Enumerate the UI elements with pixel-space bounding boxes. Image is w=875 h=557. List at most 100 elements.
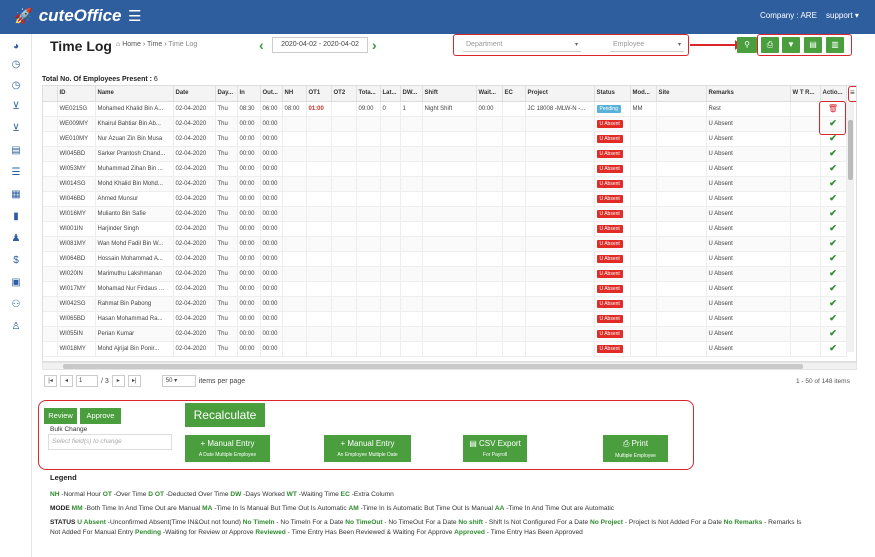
export-excel-button[interactable]: ▤ [804,37,822,53]
table-row[interactable]: WI017MY Mohamad Nur Firdaus ... 02-04-2020… [43,281,847,297]
search-button[interactable]: ⚲ [737,37,757,53]
column-header[interactable]: ID [57,86,96,102]
table-row[interactable]: WI053MY Muhammad Zihan Bin ... 02-04-2020 T… [43,161,847,177]
list-icon[interactable]: ☰ [11,167,21,178]
column-header[interactable]: Shift [422,86,477,102]
brand-logo[interactable]: 🚀 cuteOffice [14,6,122,26]
check-icon[interactable]: ✔ [829,118,837,128]
table-row[interactable]: WI014SG Mohd Khalid Bin Mohd... 02-04-2020… [43,176,847,192]
horizontal-scroll-thumb[interactable] [63,364,803,369]
horizontal-scrollbar[interactable] [42,362,857,370]
vertical-scroll-thumb[interactable] [848,120,853,180]
approve-button[interactable]: Approve [80,408,121,424]
breadcrumb-section[interactable]: Time [146,41,163,48]
page-size-select[interactable]: 50 ▾ [161,375,196,387]
table-row[interactable]: WE010MY Nur Azuan Zin Bin Musa 02-04-2020 T… [43,131,847,147]
column-header[interactable]: Out... [260,86,283,102]
date-prev-icon[interactable]: ‹ [259,37,264,53]
department-select[interactable]: Department ▾ [463,38,581,52]
column-header[interactable]: In [237,86,261,102]
calendar-icon[interactable]: ▣ [11,277,21,288]
manual-entry-date-button[interactable]: + Manual Entry A Date Multiple Employee [185,435,270,462]
check-icon[interactable]: ✔ [829,343,837,353]
recalculate-button[interactable]: Recalculate [185,403,265,427]
table-row[interactable]: WI018MY Mohd Ajrijal Bin Ponir... 02-04-20… [43,341,847,357]
print-button[interactable]: ⎙ [761,37,779,53]
csv-export-button[interactable]: ▤ CSV Export For Payroll [463,435,527,462]
breadcrumb-home[interactable]: Home [122,41,141,48]
check-icon[interactable]: ✔ [829,148,837,158]
column-header[interactable]: DW... [400,86,423,102]
time-icon[interactable]: ◷ [11,80,21,91]
menu-toggle-icon[interactable]: ☰ [128,8,142,25]
table-row[interactable]: WI055IN Perian Kumar 02-04-2020 Thu 00:00 00:… [43,326,847,342]
check-icon[interactable]: ✔ [829,163,837,173]
check-icon[interactable]: ✔ [829,133,837,143]
delete-icon[interactable]: 🗑 [827,104,839,113]
clock-icon[interactable]: ◷ [11,59,21,70]
table-row[interactable]: WI081MY Wan Mohd Fadil Bin W... 02-04-2020… [43,236,847,252]
table-row[interactable]: WI046BD Ahmed Munsur 02-04-2020 Thu 00:00 00:… [43,191,847,207]
check-icon[interactable]: ✔ [829,283,837,293]
file-icon[interactable]: ▮ [13,211,19,222]
check-icon[interactable]: ✔ [829,253,837,263]
column-header[interactable]: Lat... [380,86,401,102]
table-row[interactable]: WI001IN Harjinder Singh 02-04-2020 Thu 00:00… [43,221,847,237]
page-input[interactable]: 1 [76,375,98,387]
employee-select[interactable]: Employee ▾ [610,38,684,52]
table-row[interactable]: WE0215G Mohamed Khalid Bin A... 02-04-2020… [43,101,847,117]
review-button[interactable]: Review [44,408,77,424]
column-header[interactable] [43,86,58,102]
column-header[interactable]: Project [525,86,595,102]
check-icon[interactable]: ✔ [829,208,837,218]
column-header[interactable]: Date [173,86,216,102]
cart-icon[interactable]: ⊻ [12,101,20,112]
shopping-icon[interactable]: ⊻ [12,123,20,134]
check-icon[interactable]: ✔ [829,223,837,233]
network-icon[interactable]: ⚇ [11,299,21,310]
vertical-scrollbar[interactable] [847,102,854,352]
column-header[interactable]: Mod... [630,86,657,102]
column-header[interactable]: OT1 [306,86,332,102]
column-menu-icon[interactable]: ≡ [850,88,855,97]
first-page-button[interactable]: |◂ [44,375,57,387]
column-header[interactable]: Actio... [820,86,847,102]
column-header[interactable]: Tota... [356,86,381,102]
export-pdf-button[interactable]: ▥ [826,37,844,53]
users-icon[interactable]: ♟ [11,233,21,244]
column-header[interactable]: Wait... [476,86,503,102]
column-header[interactable]: OT2 [331,86,357,102]
prev-page-button[interactable]: ◂ [60,375,73,387]
column-header[interactable]: Remarks [706,86,791,102]
grid-icon[interactable]: ▦ [11,189,21,200]
column-header[interactable]: Site [656,86,707,102]
check-icon[interactable]: ✔ [829,298,837,308]
user-icon[interactable]: ♙ [11,321,21,332]
print-multiple-button[interactable]: ⎙ Print Multiple Employee [603,435,668,462]
user-menu[interactable]: support ▾ [826,11,859,20]
date-range-picker[interactable]: 2020-04-02 - 2020-04-02 [272,37,368,53]
table-row[interactable]: WI016MY Mulianto Bin Safie 02-04-2020 Thu 00… [43,206,847,222]
manual-entry-employee-button[interactable]: + Manual Entry An Employee Multiple Date [324,435,411,462]
column-header[interactable]: W T R... [790,86,821,102]
filter-button[interactable]: ▼ [782,37,800,53]
last-page-button[interactable]: ▸| [127,375,141,387]
column-header[interactable]: Status [594,86,631,102]
dashboard-icon[interactable]: ◕ [12,41,20,52]
table-row[interactable]: WI020IN Marimuthu Lakshmanan 02-04-2020 Thu… [43,266,847,282]
column-header[interactable]: Name [95,86,174,102]
check-icon[interactable]: ✔ [829,328,837,338]
book-icon[interactable]: ▤ [11,145,21,156]
bulk-change-input[interactable]: Select field(s) to change [48,434,172,450]
date-next-icon[interactable]: › [372,37,377,53]
check-icon[interactable]: ✔ [829,193,837,203]
check-icon[interactable]: ✔ [829,313,837,323]
column-header[interactable]: Day... [215,86,238,102]
check-icon[interactable]: ✔ [829,178,837,188]
table-row[interactable]: WI045BD Sarker Prantosh Chand... 02-04-202… [43,146,847,162]
column-header[interactable]: EC [502,86,526,102]
next-page-button[interactable]: ▸ [111,375,125,387]
table-row[interactable]: WI064BD Hossain Mohammad A... 02-04-2020 Th… [43,251,847,267]
table-row[interactable]: WI042SG Rahmat Bin Pabong 02-04-2020 Thu 00:… [43,296,847,312]
column-header[interactable]: NH [282,86,307,102]
